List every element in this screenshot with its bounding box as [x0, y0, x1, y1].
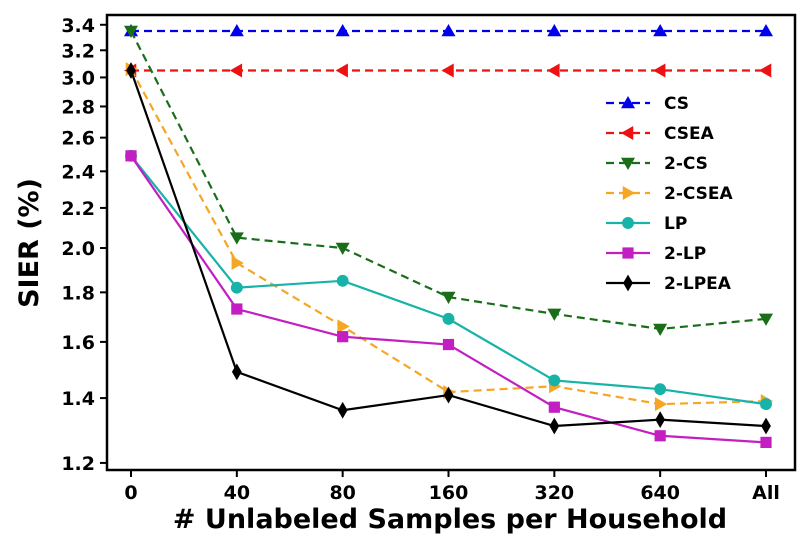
- data-point: [229, 63, 243, 78]
- data-point: [759, 63, 772, 78]
- legend-item-lp: LP: [606, 214, 687, 234]
- series-2-lp: [125, 150, 772, 449]
- series-cs: [124, 24, 773, 37]
- data-point: [549, 417, 560, 435]
- series-line: [130, 68, 767, 406]
- data-point: [655, 411, 666, 429]
- y-tick-label: 3.4: [61, 15, 95, 37]
- x-tick-label: 40: [224, 482, 250, 504]
- y-tick-label: 2.8: [61, 96, 95, 118]
- legend-label: 2-CSEA: [664, 184, 734, 204]
- data-point: [335, 24, 350, 37]
- series-csea: [124, 63, 772, 78]
- y-tick-label: 2.0: [61, 238, 95, 260]
- data-point: [336, 274, 349, 287]
- data-point: [653, 63, 666, 78]
- data-point: [126, 62, 136, 79]
- y-tick-label: 2.6: [61, 128, 95, 150]
- legend-item-2-lp: 2-LP: [606, 244, 706, 264]
- legend-label: LP: [664, 214, 687, 234]
- y-tick-label: 3.0: [61, 67, 95, 89]
- data-point: [229, 232, 244, 245]
- y-tick-label: 3.2: [61, 40, 95, 62]
- data-point: [231, 256, 244, 271]
- x-tick-label: 80: [329, 482, 355, 504]
- x-tick-label: 320: [534, 482, 574, 504]
- legend-item-2-lpea: 2-LPEA: [606, 274, 732, 294]
- data-point: [654, 397, 668, 412]
- data-point: [441, 291, 456, 305]
- legend: CS CSEA 2-CS 2-CSEA LP 2-LP 2-LPEA: [606, 94, 734, 294]
- data-point: [337, 401, 348, 419]
- y-tick-label: 2.4: [61, 161, 95, 183]
- legend-marker: [621, 157, 635, 170]
- legend-marker: [623, 274, 633, 292]
- y-tick-label: 1.2: [61, 453, 95, 475]
- data-point: [547, 63, 560, 78]
- y-axis-label: SIER (%): [14, 178, 45, 308]
- x-axis-label: # Unlabeled Samples per Household: [173, 504, 727, 535]
- legend-item-2-cs: 2-CS: [606, 154, 708, 174]
- data-point: [441, 63, 454, 78]
- data-point: [654, 383, 667, 396]
- data-point: [443, 386, 454, 404]
- data-point: [442, 338, 455, 351]
- x-tick-label: 0: [124, 482, 137, 504]
- data-point: [547, 24, 562, 37]
- data-point: [230, 281, 243, 294]
- legend-label: 2-CS: [664, 154, 708, 174]
- data-point: [124, 25, 138, 39]
- data-point: [654, 430, 666, 442]
- legend-label: 2-LPEA: [664, 274, 732, 294]
- data-point: [760, 436, 772, 449]
- legend-marker: [622, 247, 634, 259]
- data-point: [442, 312, 455, 325]
- data-point: [441, 24, 456, 37]
- legend-marker: [621, 96, 635, 109]
- y-tick-label: 1.4: [61, 388, 95, 410]
- legend-marker: [622, 186, 635, 200]
- data-point: [229, 24, 244, 37]
- data-point: [760, 398, 772, 411]
- legend-item-2-csea: 2-CSEA: [606, 184, 734, 204]
- data-point: [761, 417, 771, 435]
- x-tick-label: 640: [640, 482, 680, 504]
- x-tick-label: 160: [429, 482, 469, 504]
- series-2-csea: [125, 62, 773, 412]
- plot-frame: [105, 13, 797, 472]
- series-2-cs: [124, 25, 773, 336]
- legend-label: 2-LP: [664, 244, 706, 264]
- series-2-lpea: [126, 62, 771, 435]
- data-point: [335, 242, 350, 256]
- plot-area: 1.2 1.4 1.6 1.8 2.0 2.2 2.4 2.6 2.8 3.0 3.2 3.4 0 40 8…: [61, 13, 797, 504]
- data-point: [548, 374, 561, 387]
- legend-item-csea: CSEA: [606, 124, 715, 144]
- data-point: [231, 363, 242, 381]
- data-point: [759, 313, 773, 326]
- data-point: [547, 308, 562, 321]
- data-point: [125, 150, 137, 162]
- data-point: [653, 323, 668, 336]
- legend-label: CSEA: [664, 124, 715, 144]
- data-point: [759, 24, 773, 37]
- data-point: [653, 24, 668, 37]
- data-point: [548, 401, 560, 413]
- data-point: [337, 319, 350, 334]
- y-tick-label: 2.2: [61, 198, 95, 220]
- y-tick-label: 1.6: [61, 332, 95, 354]
- legend-marker: [622, 217, 634, 229]
- legend-label: CS: [664, 94, 689, 114]
- x-tick-label: All: [752, 482, 780, 504]
- legend-marker: [621, 126, 634, 140]
- data-point: [231, 303, 243, 315]
- y-tick-label: 1.8: [61, 282, 95, 304]
- data-point: [337, 331, 349, 343]
- legend-item-cs: CS: [606, 94, 689, 114]
- data-point: [335, 63, 348, 78]
